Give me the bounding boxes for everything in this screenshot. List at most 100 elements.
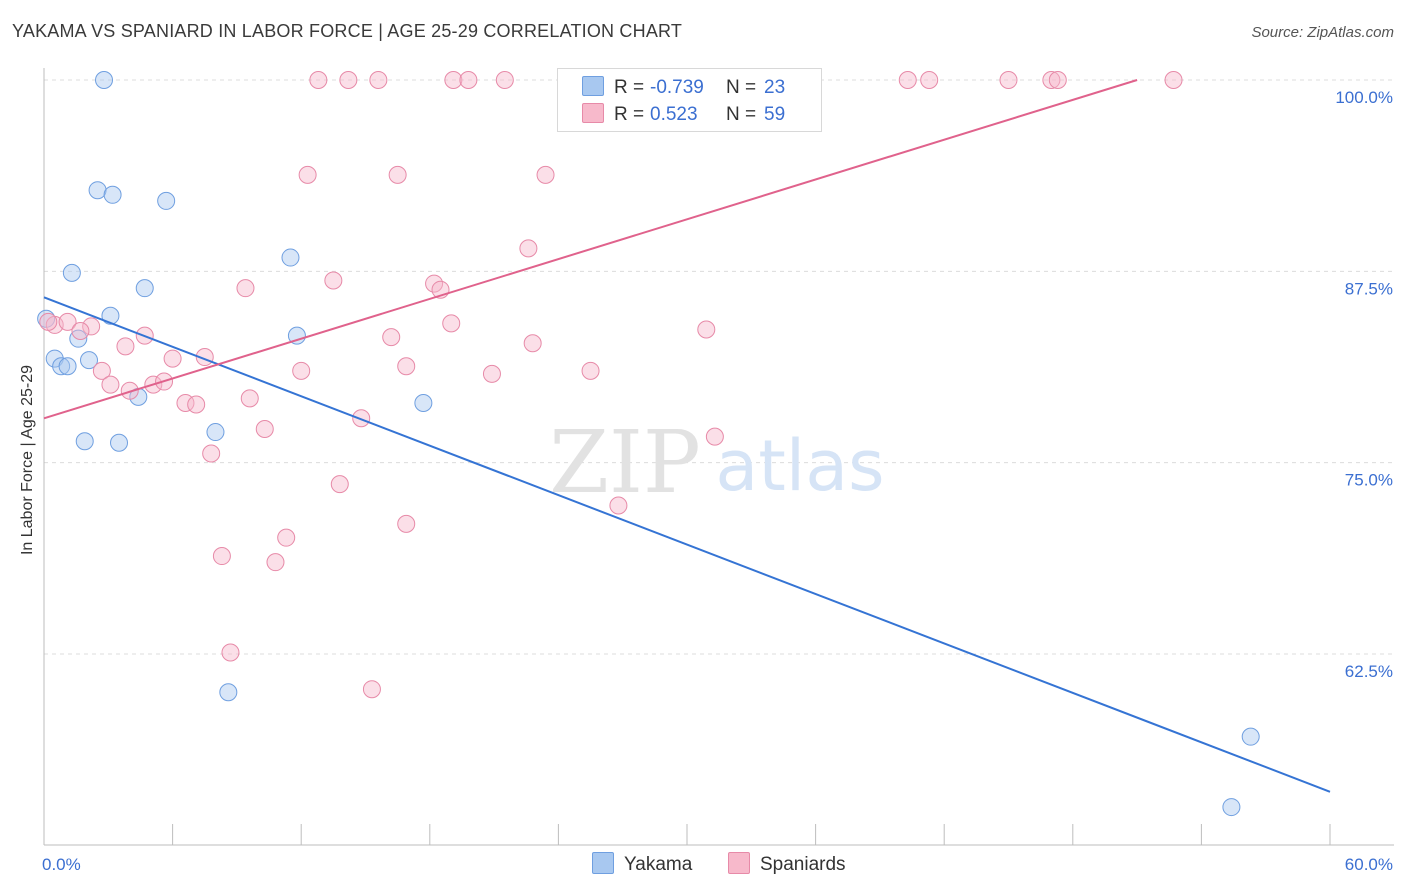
y-tick-label-3: 62.5% bbox=[1345, 662, 1393, 681]
spaniards-point-23 bbox=[58, 312, 77, 331]
yakama-point-7 bbox=[101, 306, 120, 325]
n-value: 23 bbox=[764, 77, 786, 98]
yakama-point-5 bbox=[62, 263, 81, 282]
watermark: ZIP atlas bbox=[549, 413, 884, 513]
yakama-point-14 bbox=[58, 357, 77, 376]
x-tick-label-0: 0.0% bbox=[42, 855, 81, 874]
correlation-legend: R = -0.739 N = 23 R = 0.523 N = 59 bbox=[557, 68, 822, 132]
watermark-atlas: atlas bbox=[715, 425, 884, 507]
yakama-point-17 bbox=[206, 423, 225, 442]
r-value: -0.739 bbox=[650, 77, 704, 98]
spaniards-swatch bbox=[582, 103, 604, 123]
spaniards-point-55 bbox=[266, 553, 285, 572]
spaniards-point-8 bbox=[920, 71, 939, 89]
yakama-point-22 bbox=[1222, 798, 1241, 817]
spaniards-point-34 bbox=[397, 357, 416, 376]
spaniards-point-19 bbox=[324, 271, 343, 290]
spaniards-point-0 bbox=[309, 71, 328, 89]
spaniards-point-53 bbox=[277, 528, 296, 547]
yakama-point-20 bbox=[219, 683, 238, 702]
watermark-zip: ZIP bbox=[549, 413, 701, 513]
yakama-legend-label: Yakama bbox=[624, 854, 693, 875]
spaniards-point-48 bbox=[705, 427, 724, 446]
n-value: 59 bbox=[764, 104, 786, 125]
y-tick-label-0: 100.0% bbox=[1335, 88, 1393, 107]
yakama-point-16 bbox=[414, 393, 433, 412]
y-tick-label-1: 87.5% bbox=[1345, 279, 1393, 298]
chart-title: YAKAMA VS SPANIARD IN LABOR FORCE | AGE … bbox=[12, 21, 683, 41]
spaniards-point-57 bbox=[362, 680, 381, 699]
spaniards-point-45 bbox=[240, 389, 259, 408]
spaniards-point-30 bbox=[697, 320, 716, 339]
yakama-swatch bbox=[582, 76, 604, 96]
trend-lines bbox=[43, 79, 1331, 793]
spaniards-point-5 bbox=[495, 71, 514, 89]
legend-row-spaniards: R = 0.523 N = 59 bbox=[582, 103, 785, 126]
spaniards-point-54 bbox=[212, 547, 231, 566]
spaniards-point-52 bbox=[397, 514, 416, 533]
spaniards-point-3 bbox=[444, 71, 463, 89]
yakama-point-18 bbox=[75, 432, 94, 451]
spaniards-point-36 bbox=[482, 364, 501, 383]
yakama-point-3 bbox=[157, 191, 176, 210]
spaniards-point-7 bbox=[898, 71, 917, 89]
spaniards-point-17 bbox=[536, 165, 555, 184]
spaniards-point-25 bbox=[71, 322, 90, 341]
legend-row-yakama: R = -0.739 N = 23 bbox=[582, 76, 785, 99]
spaniards-point-14 bbox=[39, 312, 58, 331]
yakama-point-19 bbox=[110, 433, 129, 452]
yakama-point-4 bbox=[281, 248, 300, 267]
r-label: R = bbox=[614, 77, 645, 98]
tick-labels: 100.0% 87.5% 75.0% 62.5% 0.0% 60.0% bbox=[42, 88, 1393, 874]
axes bbox=[43, 68, 1394, 846]
n-label: N = bbox=[726, 104, 757, 125]
legend-item-spaniards[interactable]: Spaniards bbox=[728, 852, 846, 876]
yakama-point-0 bbox=[95, 71, 114, 89]
spaniards-point-38 bbox=[92, 361, 111, 380]
yakama-point-10 bbox=[287, 326, 306, 345]
yakama-point-21 bbox=[1241, 727, 1260, 746]
spaniards-point-28 bbox=[442, 314, 461, 333]
spaniards-point-22 bbox=[236, 279, 255, 298]
grid-lines bbox=[44, 79, 1394, 655]
spaniards-point-27 bbox=[382, 328, 401, 347]
spaniards-trend-line bbox=[43, 79, 1138, 420]
r-label: R = bbox=[614, 104, 645, 125]
spaniards-point-18 bbox=[519, 239, 538, 258]
spaniards-point-24 bbox=[82, 317, 101, 336]
yakama-point-2 bbox=[103, 185, 122, 204]
spaniards-point-35 bbox=[292, 361, 311, 380]
spaniards-point-32 bbox=[163, 349, 182, 368]
spaniards-point-56 bbox=[221, 643, 240, 662]
source-label: Source: ZipAtlas.com bbox=[1251, 24, 1394, 41]
spaniards-point-31 bbox=[116, 337, 135, 356]
spaniards-point-51 bbox=[609, 496, 628, 515]
spaniards-point-50 bbox=[330, 475, 349, 494]
yakama-point-1 bbox=[88, 181, 107, 200]
y-tick-label-2: 75.0% bbox=[1345, 471, 1393, 490]
yakama-point-9 bbox=[69, 329, 88, 348]
spaniards-point-39 bbox=[101, 375, 120, 394]
spaniards-legend-label: Spaniards bbox=[760, 854, 846, 875]
yakama-point-12 bbox=[80, 351, 99, 370]
yakama-legend-swatch bbox=[592, 852, 614, 874]
spaniards-point-4 bbox=[459, 71, 478, 89]
spaniards-point-49 bbox=[202, 444, 221, 463]
spaniards-point-29 bbox=[523, 334, 542, 353]
spaniards-point-2 bbox=[369, 71, 388, 89]
spaniards-point-12 bbox=[1164, 71, 1183, 89]
yakama-trend-line bbox=[43, 296, 1331, 793]
legend-item-yakama[interactable]: Yakama bbox=[592, 852, 692, 876]
spaniards-point-37 bbox=[581, 361, 600, 380]
yakama-point-6 bbox=[135, 279, 154, 298]
n-label: N = bbox=[726, 77, 757, 98]
x-tick-label-1: 60.0% bbox=[1345, 855, 1393, 874]
yakama-point-13 bbox=[52, 357, 71, 376]
r-value: 0.523 bbox=[650, 104, 698, 125]
spaniards-point-9 bbox=[999, 71, 1018, 89]
spaniards-point-15 bbox=[298, 165, 317, 184]
spaniards-point-47 bbox=[255, 419, 274, 438]
spaniards-point-1 bbox=[339, 71, 358, 89]
spaniards-legend-swatch bbox=[728, 852, 750, 874]
